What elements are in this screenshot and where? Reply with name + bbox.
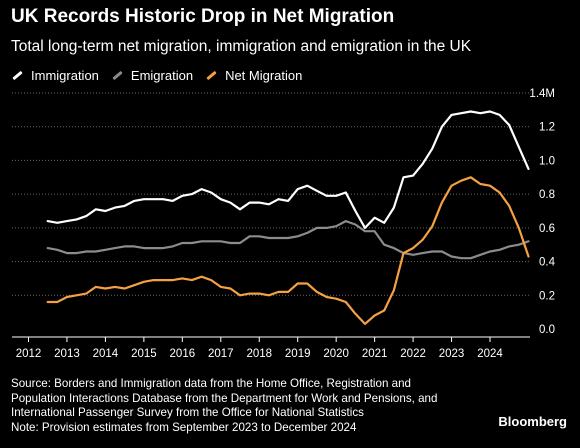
footer-notes: Source: Borders and Immigration data fro… xyxy=(11,377,437,435)
y-tick-label-6: 1.2 xyxy=(539,122,555,134)
x-tick-label-2023: 2023 xyxy=(439,348,465,360)
y-tick-label-2: 0.4 xyxy=(539,257,556,269)
x-tick-label-2014: 2014 xyxy=(93,348,119,360)
note-line: Note: Provision estimates from September… xyxy=(11,420,357,434)
x-tick-label-2019: 2019 xyxy=(285,348,311,360)
legend-item-immigration: Immigration xyxy=(12,68,99,83)
y-tick-label-5: 1.0 xyxy=(539,155,555,167)
y-tick-label-3: 0.6 xyxy=(539,223,555,235)
x-tick-label-2018: 2018 xyxy=(246,348,272,360)
x-tick-label-2022: 2022 xyxy=(400,348,426,360)
x-tick-label-2024: 2024 xyxy=(477,348,503,360)
chart-title: UK Records Historic Drop in Net Migratio… xyxy=(11,6,395,27)
x-tick-label-2021: 2021 xyxy=(362,348,388,360)
y-tick-label-1: 0.2 xyxy=(539,290,555,302)
legend-label-immigration: Immigration xyxy=(31,68,99,83)
legend-item-net-migration: Net Migration xyxy=(206,68,302,83)
y-tick-label-7: 1.4M xyxy=(529,88,555,100)
chart-subtitle: Total long-term net migration, immigrati… xyxy=(11,38,472,55)
x-tick-label-2016: 2016 xyxy=(170,348,196,360)
y-tick-label-4: 0.8 xyxy=(539,189,555,201)
bloomberg-logo: Bloomberg xyxy=(498,414,567,429)
source-line-3: International Passenger Survey from the … xyxy=(11,406,364,420)
y-tick-label-0: 0.0 xyxy=(539,324,555,336)
x-tick-label-2015: 2015 xyxy=(131,348,157,360)
x-tick-label-2020: 2020 xyxy=(323,348,349,360)
legend-label-net-migration: Net Migration xyxy=(225,68,303,83)
x-tick-label-2017: 2017 xyxy=(208,348,234,360)
legend: Immigration Emigration Net Migration xyxy=(12,68,315,83)
source-line-1: Source: Borders and Immigration data fro… xyxy=(11,377,411,390)
x-tick-label-2013: 2013 xyxy=(54,348,80,360)
legend-label-emigration: Emigration xyxy=(130,68,194,83)
legend-item-emigration: Emigration xyxy=(112,68,193,83)
series-line-net-migration xyxy=(46,176,530,325)
series-line-emigration xyxy=(46,220,530,260)
x-tick-label-2012: 2012 xyxy=(16,348,42,360)
source-line-2: Population Interactions Database from th… xyxy=(11,391,438,405)
series-line-immigration xyxy=(46,110,530,229)
